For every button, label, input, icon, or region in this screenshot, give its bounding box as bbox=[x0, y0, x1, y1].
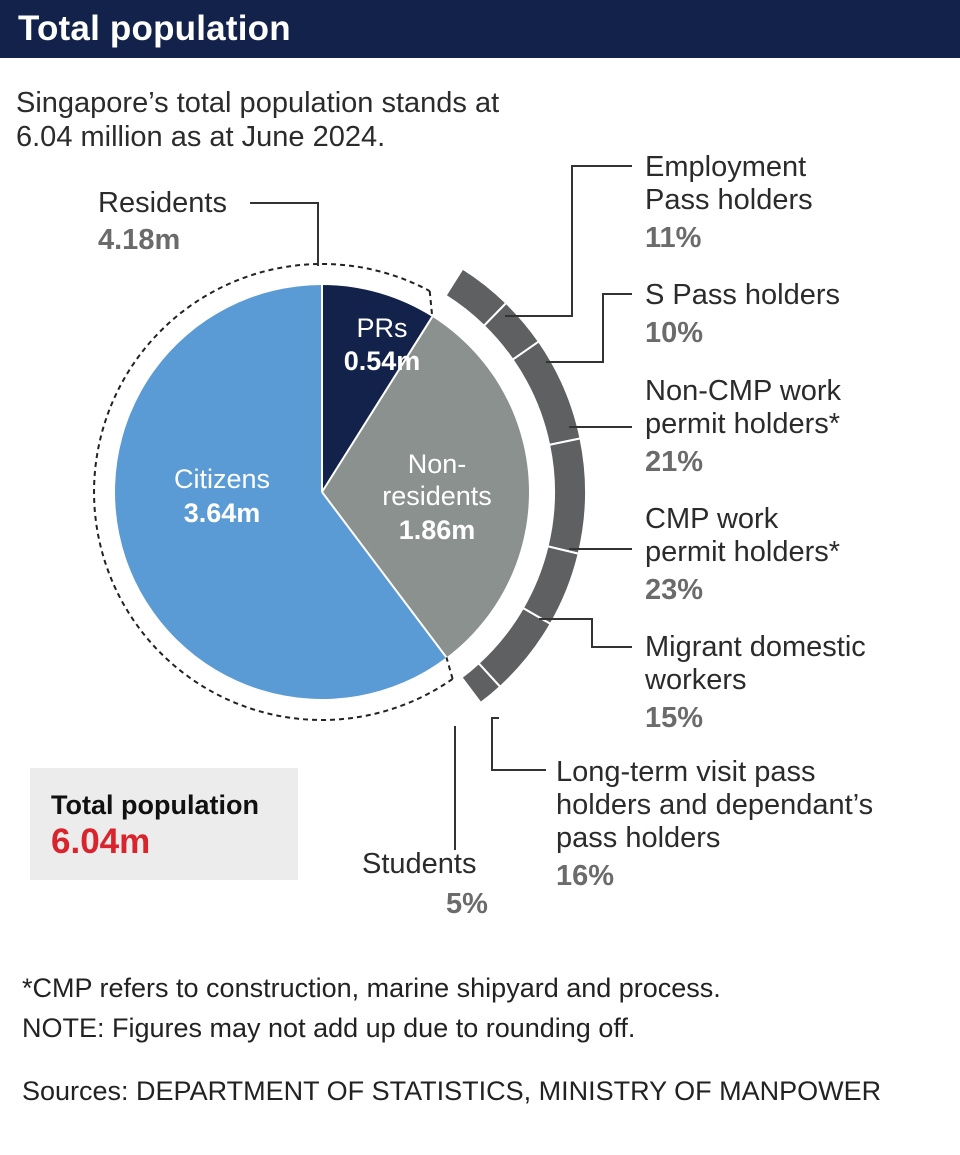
breakdown-value-6: 16% bbox=[556, 860, 614, 892]
header-bar: Total population bbox=[0, 0, 960, 58]
breakdown-label-2-line-1: S Pass holders bbox=[645, 279, 840, 311]
page-title: Total population bbox=[18, 9, 291, 48]
label-non-residents-value: 1.86m bbox=[399, 515, 476, 545]
label-citizens-value: 3.64m bbox=[184, 498, 261, 528]
label-citizens-name: Citizens bbox=[174, 464, 270, 494]
breakdown-value-2: 10% bbox=[645, 317, 703, 349]
notes: *CMP refers to construction, marine ship… bbox=[22, 968, 721, 1048]
ring-segment-3 bbox=[511, 340, 582, 447]
breakdown-label-7-line-1: Students bbox=[362, 848, 476, 880]
breakdown-value-7: 5% bbox=[446, 888, 488, 920]
sources: Sources: DEPARTMENT OF STATISTICS, MINIS… bbox=[22, 1076, 882, 1106]
ring-segment-7 bbox=[460, 661, 502, 705]
pie-slice-prs bbox=[322, 285, 433, 492]
breakdown-value-4: 23% bbox=[645, 574, 703, 606]
breakdown-leader-6 bbox=[491, 717, 546, 771]
label-prs-value: 0.54m bbox=[344, 346, 421, 376]
residents-leader bbox=[250, 202, 319, 266]
total-population-value: 6.04m bbox=[51, 822, 151, 861]
breakdown-label-3-line-1: Non-CMP work bbox=[645, 375, 842, 407]
pie-slice-non-residents bbox=[322, 316, 529, 658]
breakdown-leader-1 bbox=[505, 165, 632, 317]
total-population-label: Total population bbox=[51, 790, 259, 820]
breakdown-label-5-line-2: workers bbox=[644, 664, 747, 696]
breakdown-label-6-line-1: Long-term visit pass bbox=[556, 756, 816, 788]
breakdown-label-1-line-1: Employment bbox=[645, 151, 806, 183]
breakdown-leader-2 bbox=[546, 293, 632, 363]
ring-segment-4 bbox=[546, 437, 587, 555]
note-rounding: NOTE: Figures may not add up due to roun… bbox=[22, 1013, 636, 1043]
residents-label: Residents bbox=[98, 187, 227, 219]
pie-slice-citizens bbox=[115, 285, 447, 699]
breakdown-label-1-line-2: Pass holders bbox=[645, 184, 813, 216]
pie-divider-2 bbox=[321, 316, 434, 493]
breakdown-label-4-line-2: permit holders* bbox=[645, 536, 840, 568]
breakdown-value-5: 15% bbox=[645, 702, 703, 734]
residents-outline bbox=[93, 262, 454, 721]
label-prs-name: PRs bbox=[356, 313, 407, 343]
residents-outline-bottom bbox=[445, 657, 454, 680]
note-cmp: *CMP refers to construction, marine ship… bbox=[22, 973, 721, 1003]
breakdown-label-6-line-3: pass holders bbox=[556, 822, 720, 854]
breakdown-label-5-line-1: Migrant domestic bbox=[645, 631, 866, 663]
total-population-box: Total population 6.04m bbox=[30, 768, 298, 880]
breakdown-value-1: 11% bbox=[645, 222, 702, 254]
breakdown-leader-5 bbox=[539, 618, 632, 648]
residents-outline-top bbox=[428, 290, 434, 317]
breakdown-label-4-line-1: CMP work bbox=[645, 503, 779, 535]
label-non-residents-name-1: Non- bbox=[408, 449, 467, 479]
breakdown-label-3-line-2: permit holders* bbox=[645, 408, 840, 440]
label-non-residents-name-2: residents bbox=[382, 481, 492, 511]
breakdown-value-3: 21% bbox=[645, 446, 703, 478]
subtitle: Singapore’s total population stands at 6… bbox=[16, 87, 500, 153]
residents-value: 4.18m bbox=[98, 224, 180, 256]
pie-divider-3 bbox=[321, 491, 448, 659]
breakdown-label-6-line-2: holders and dependant’s bbox=[556, 789, 873, 821]
